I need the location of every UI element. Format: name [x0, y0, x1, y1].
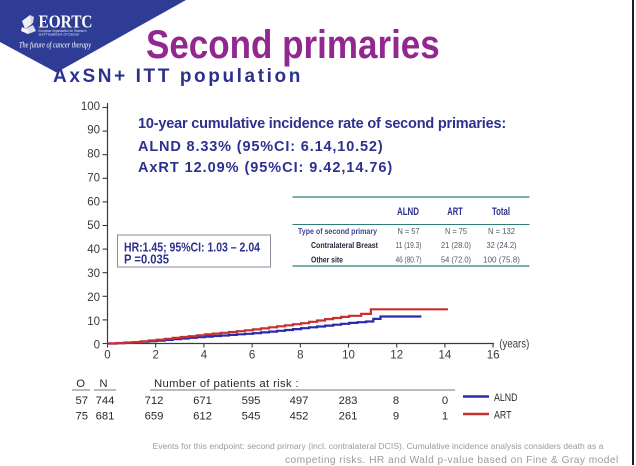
- svg-text:612: 612: [193, 411, 212, 423]
- svg-text:N = 75: N = 75: [445, 226, 467, 236]
- svg-text:P =0.035: P =0.035: [124, 252, 169, 267]
- svg-text:0: 0: [94, 340, 100, 352]
- svg-text:70: 70: [87, 173, 100, 185]
- svg-text:Type of second primary: Type of second primary: [298, 226, 377, 236]
- svg-text:2: 2: [152, 350, 158, 362]
- svg-text:283: 283: [339, 395, 358, 407]
- svg-text:6: 6: [249, 350, 255, 362]
- svg-text:(years): (years): [499, 338, 529, 351]
- svg-text:100 (75.8): 100 (75.8): [483, 255, 520, 265]
- svg-text:1: 1: [442, 411, 448, 423]
- svg-text:Other site: Other site: [311, 255, 343, 265]
- svg-text:N = 132: N = 132: [488, 226, 515, 236]
- svg-text:10: 10: [342, 350, 355, 362]
- svg-text:50: 50: [87, 220, 100, 232]
- svg-text:497: 497: [290, 395, 309, 407]
- svg-text:595: 595: [242, 395, 261, 407]
- svg-text:16: 16: [487, 350, 500, 362]
- svg-text:60: 60: [87, 196, 100, 208]
- svg-text:The future of cancer therapy: The future of cancer therapy: [19, 40, 91, 50]
- svg-text:and Treatment of Cancer: and Treatment of Cancer: [39, 32, 81, 36]
- svg-text:8: 8: [393, 395, 399, 407]
- svg-text:N = 57: N = 57: [398, 226, 420, 236]
- svg-text:ART: ART: [494, 410, 512, 422]
- svg-text:57: 57: [76, 395, 89, 407]
- svg-text:100: 100: [81, 101, 100, 113]
- svg-text:545: 545: [242, 411, 261, 423]
- svg-text:32 (24.2): 32 (24.2): [487, 240, 517, 250]
- svg-text:12: 12: [390, 350, 403, 362]
- svg-text:Total: Total: [492, 206, 510, 218]
- svg-text:54 (72.0): 54 (72.0): [441, 255, 471, 265]
- svg-text:75: 75: [76, 411, 89, 423]
- svg-text:10: 10: [87, 316, 100, 328]
- svg-text:14: 14: [439, 350, 452, 362]
- svg-text:0: 0: [104, 350, 110, 362]
- svg-text:659: 659: [145, 411, 164, 423]
- svg-text:261: 261: [339, 411, 358, 423]
- svg-text:20: 20: [87, 292, 100, 304]
- svg-text:EORTC: EORTC: [39, 12, 93, 32]
- svg-text:40: 40: [87, 244, 100, 256]
- svg-text:671: 671: [193, 395, 212, 407]
- svg-text:Contralateral Breast: Contralateral Breast: [311, 240, 378, 250]
- svg-text:4: 4: [201, 350, 208, 362]
- svg-text:21 (28.0): 21 (28.0): [441, 240, 471, 250]
- svg-text:452: 452: [290, 411, 309, 423]
- svg-text:9: 9: [393, 411, 399, 423]
- svg-text:11 (19.3): 11 (19.3): [396, 240, 422, 250]
- svg-text:90: 90: [87, 125, 100, 137]
- svg-text:HR:1.45; 95%CI: 1.03 – 2.04: HR:1.45; 95%CI: 1.03 – 2.04: [124, 240, 261, 255]
- svg-text:ALND: ALND: [494, 392, 518, 404]
- svg-text:46 (80.7): 46 (80.7): [396, 255, 422, 265]
- svg-text:O: O: [76, 378, 85, 390]
- svg-text:European Organisation for Rese: European Organisation for Research: [39, 29, 87, 33]
- svg-text:744: 744: [96, 395, 115, 407]
- svg-text:Number of patients at risk :: Number of patients at risk :: [154, 378, 299, 390]
- svg-text:ART: ART: [447, 206, 463, 218]
- svg-text:712: 712: [145, 395, 164, 407]
- svg-text:8: 8: [297, 350, 303, 362]
- svg-text:30: 30: [87, 268, 100, 280]
- svg-text:N: N: [99, 378, 107, 390]
- svg-text:0: 0: [442, 395, 448, 407]
- svg-text:681: 681: [96, 411, 115, 423]
- svg-text:ALND: ALND: [397, 206, 419, 218]
- svg-text:80: 80: [87, 149, 100, 161]
